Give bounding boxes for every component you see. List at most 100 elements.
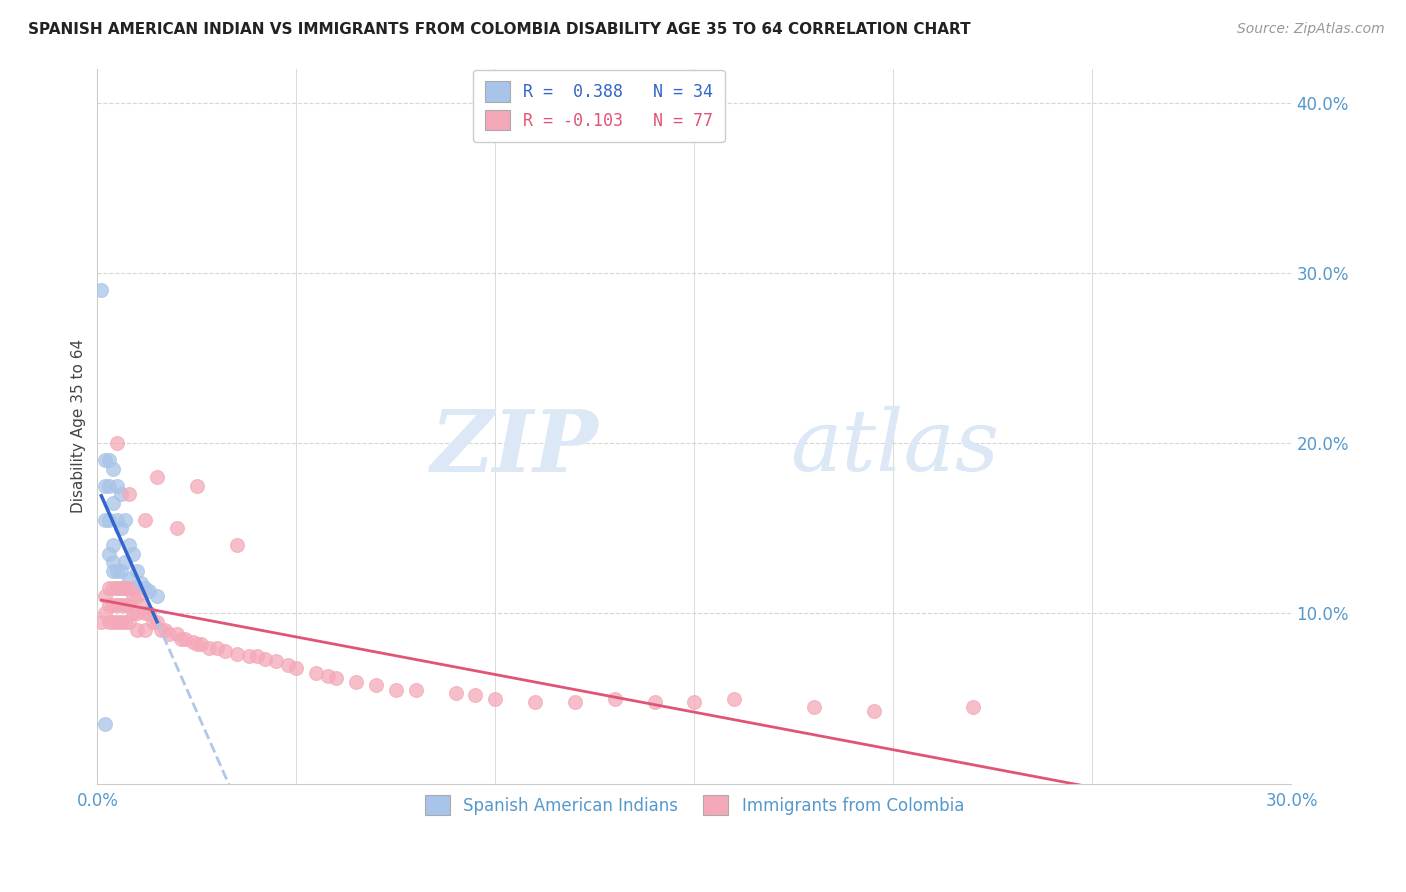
Point	[118, 615, 141, 629]
Point	[962, 700, 984, 714]
Point	[98, 615, 121, 629]
Point	[138, 607, 160, 621]
Point	[114, 598, 136, 612]
Point	[166, 521, 188, 535]
Point	[98, 581, 121, 595]
Point	[186, 479, 208, 493]
Point	[146, 590, 169, 604]
Point	[94, 453, 117, 467]
Point	[105, 564, 128, 578]
Point	[146, 470, 169, 484]
Point	[110, 487, 132, 501]
Point	[198, 640, 221, 655]
Text: Source: ZipAtlas.com: Source: ZipAtlas.com	[1237, 22, 1385, 37]
Point	[316, 669, 339, 683]
Point	[186, 637, 208, 651]
Point	[94, 590, 117, 604]
Point	[214, 644, 236, 658]
Point	[103, 461, 125, 475]
Point	[98, 547, 121, 561]
Point	[385, 683, 408, 698]
Point	[325, 671, 347, 685]
Point	[103, 555, 125, 569]
Point	[90, 615, 112, 629]
Point	[524, 695, 547, 709]
Point	[134, 581, 156, 595]
Point	[118, 581, 141, 595]
Point	[127, 624, 149, 638]
Point	[484, 691, 506, 706]
Point	[405, 683, 427, 698]
Point	[90, 283, 112, 297]
Point	[118, 487, 141, 501]
Point	[166, 627, 188, 641]
Legend: Spanish American Indians, Immigrants from Colombia: Spanish American Indians, Immigrants fro…	[415, 785, 974, 825]
Point	[253, 652, 276, 666]
Point	[723, 691, 745, 706]
Point	[122, 547, 145, 561]
Point	[94, 607, 117, 621]
Point	[103, 564, 125, 578]
Point	[103, 615, 125, 629]
Point	[110, 521, 132, 535]
Point	[103, 598, 125, 612]
Point	[110, 615, 132, 629]
Point	[266, 654, 288, 668]
Point	[150, 624, 173, 638]
Point	[803, 700, 825, 714]
Point	[127, 590, 149, 604]
Point	[129, 575, 152, 590]
Point	[98, 479, 121, 493]
Point	[225, 648, 247, 662]
Point	[564, 695, 586, 709]
Point	[190, 637, 212, 651]
Point	[344, 674, 367, 689]
Point	[305, 666, 328, 681]
Text: atlas: atlas	[790, 406, 1000, 489]
Point	[105, 598, 128, 612]
Point	[114, 581, 136, 595]
Point	[444, 686, 467, 700]
Point	[118, 538, 141, 552]
Y-axis label: Disability Age 35 to 64: Disability Age 35 to 64	[72, 339, 86, 513]
Point	[129, 598, 152, 612]
Point	[103, 581, 125, 595]
Point	[94, 717, 117, 731]
Point	[285, 661, 308, 675]
Point	[683, 695, 706, 709]
Point	[105, 581, 128, 595]
Point	[245, 648, 267, 663]
Point	[110, 581, 132, 595]
Point	[105, 479, 128, 493]
Text: SPANISH AMERICAN INDIAN VS IMMIGRANTS FROM COLOMBIA DISABILITY AGE 35 TO 64 CORR: SPANISH AMERICAN INDIAN VS IMMIGRANTS FR…	[28, 22, 970, 37]
Point	[110, 564, 132, 578]
Point	[114, 513, 136, 527]
Point	[862, 704, 884, 718]
Point	[110, 598, 132, 612]
Point	[114, 581, 136, 595]
Point	[603, 691, 626, 706]
Point	[122, 581, 145, 595]
Point	[205, 640, 228, 655]
Point	[94, 479, 117, 493]
Point	[134, 607, 156, 621]
Point	[364, 678, 387, 692]
Point	[153, 624, 176, 638]
Text: ZIP: ZIP	[432, 406, 599, 490]
Point	[127, 607, 149, 621]
Point	[142, 615, 165, 629]
Point	[94, 513, 117, 527]
Point	[170, 632, 193, 646]
Point	[181, 635, 204, 649]
Point	[277, 657, 299, 672]
Point	[134, 624, 156, 638]
Point	[122, 590, 145, 604]
Point	[105, 581, 128, 595]
Point	[103, 538, 125, 552]
Point	[105, 513, 128, 527]
Point	[105, 436, 128, 450]
Point	[127, 564, 149, 578]
Point	[644, 695, 666, 709]
Point	[114, 555, 136, 569]
Point	[122, 607, 145, 621]
